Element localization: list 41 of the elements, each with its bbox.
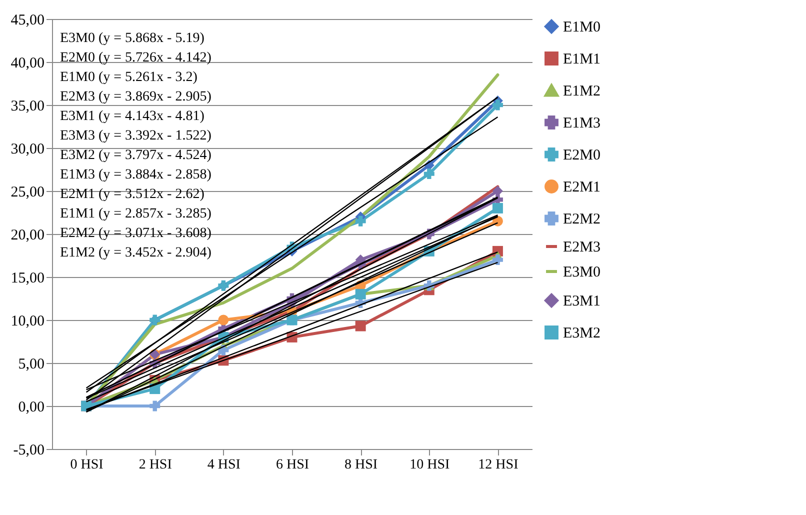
x-tick-label: 10 HSI (410, 458, 450, 472)
x-tick-label: 0 HSI (70, 458, 104, 472)
y-tick-label: 25,00 (10, 184, 44, 200)
x-tick-label: 8 HSI (344, 458, 378, 472)
x-tick-label: 12 HSI (478, 458, 519, 472)
y-tick-label: 30,00 (10, 142, 44, 158)
annotation: E1M2 (y = 3.452x - 2.904) (60, 246, 212, 260)
legend-label: E2M2 (563, 212, 600, 228)
annotation: E3M0 (y = 5.868x - 5.19) (60, 31, 205, 46)
x-tick-label: 6 HSI (276, 458, 310, 472)
y-tick-label: 5,00 (18, 356, 44, 372)
annotation: E2M1 (y = 3.512x - 2.62) (60, 187, 205, 202)
annotation: E3M2 (y = 3.797x - 4.524) (60, 148, 212, 163)
legend-label: E2M3 (563, 240, 600, 256)
x-tick-label: 4 HSI (207, 458, 241, 472)
y-tick-label: 0,00 (18, 400, 44, 416)
y-tick-label: 15,00 (10, 270, 44, 286)
annotation: E2M3 (y = 3.869x - 2.905) (60, 90, 212, 104)
y-tick-label: 10,00 (10, 314, 44, 330)
legend-label: E2M0 (563, 148, 600, 164)
legend-label: E2M1 (563, 180, 600, 196)
x-tick-label: 2 HSI (138, 458, 172, 472)
legend-label: E1M0 (563, 20, 600, 36)
legend-label: E3M1 (563, 294, 600, 310)
y-tick-label: 35,00 (10, 98, 44, 114)
y-tick-label: 20,00 (10, 228, 44, 244)
annotation: E2M0 (y = 5.726x - 4.142) (60, 50, 212, 66)
legend-label: E3M2 (563, 326, 600, 342)
y-tick-label: 45,00 (10, 12, 44, 28)
legend-label: E1M2 (563, 84, 600, 100)
legend-label: E3M0 (563, 264, 600, 280)
annotation: E1M1 (y = 2.857x - 3.285) (60, 206, 212, 222)
annotation: E1M0 (y = 5.261x - 3.2) (60, 70, 198, 85)
annotation: E3M1 (y = 4.143x - 4.81) (60, 109, 205, 124)
legend-label: E1M1 (563, 52, 600, 68)
y-tick-label: -5,00 (13, 442, 44, 458)
annotation: E3M3 (y = 3.392x - 1.522) (60, 128, 212, 144)
annotation: E2M2 (y = 3.071x - 3.608) (60, 226, 212, 241)
annotation: E1M3 (y = 3.884x - 2.858) (60, 168, 212, 182)
y-tick-label: 40,00 (10, 56, 44, 72)
legend-label: E1M3 (563, 116, 600, 132)
